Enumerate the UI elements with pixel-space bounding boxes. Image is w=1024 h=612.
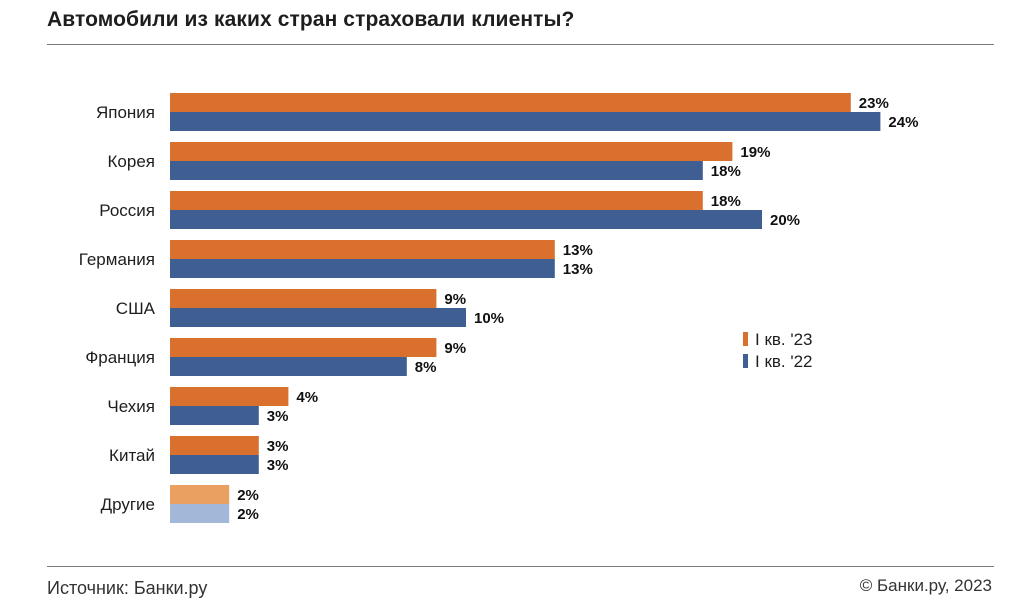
bar-2022 bbox=[170, 161, 703, 180]
value-label: 8% bbox=[415, 359, 437, 376]
legend-swatch bbox=[743, 332, 748, 346]
bottom-divider bbox=[47, 566, 994, 567]
value-label: 20% bbox=[770, 212, 800, 229]
bar-2022 bbox=[170, 308, 466, 327]
bar-2022 bbox=[170, 406, 259, 425]
bar-2022 bbox=[170, 504, 230, 523]
legend-label: I кв. '22 bbox=[755, 352, 813, 371]
category-label: США bbox=[116, 299, 156, 318]
bar-2023 bbox=[170, 387, 289, 406]
category-label: Чехия bbox=[107, 397, 155, 416]
category-label: Россия bbox=[99, 201, 155, 220]
value-label: 13% bbox=[563, 242, 593, 259]
bar-2023 bbox=[170, 93, 851, 112]
bar-2022 bbox=[170, 259, 555, 278]
value-label: 2% bbox=[237, 487, 259, 504]
value-label: 19% bbox=[740, 144, 770, 161]
value-label: 9% bbox=[444, 340, 466, 357]
chart-title: Автомобили из каких стран страховали кли… bbox=[47, 8, 575, 31]
bar-2022 bbox=[170, 210, 762, 229]
bar-2022 bbox=[170, 455, 259, 474]
copyright-note: © Банки.ру, 2023 bbox=[859, 576, 992, 595]
bar-2023 bbox=[170, 436, 259, 455]
value-label: 18% bbox=[711, 193, 741, 210]
category-label: Корея bbox=[108, 152, 155, 171]
bar-2023 bbox=[170, 142, 733, 161]
value-label: 10% bbox=[474, 310, 504, 327]
value-label: 4% bbox=[296, 389, 318, 406]
value-label: 18% bbox=[711, 163, 741, 180]
bar-2023 bbox=[170, 240, 555, 259]
top-divider bbox=[47, 44, 994, 45]
legend-swatch bbox=[743, 354, 748, 368]
category-label: Германия bbox=[79, 250, 155, 269]
value-label: 13% bbox=[563, 261, 593, 278]
category-label: Япония bbox=[96, 103, 155, 122]
value-label: 24% bbox=[888, 114, 918, 131]
value-label: 3% bbox=[267, 408, 289, 425]
value-label: 9% bbox=[444, 291, 466, 308]
value-label: 23% bbox=[859, 95, 889, 112]
source-note: Источник: Банки.ру bbox=[47, 578, 208, 598]
bar-2023 bbox=[170, 191, 703, 210]
bar-2023 bbox=[170, 289, 437, 308]
bar-2022 bbox=[170, 357, 407, 376]
category-label: Франция bbox=[85, 348, 155, 367]
category-label: Другие bbox=[101, 495, 155, 514]
value-label: 3% bbox=[267, 457, 289, 474]
category-label: Китай bbox=[109, 446, 155, 465]
bar-2023 bbox=[170, 338, 437, 357]
legend-label: I кв. '23 bbox=[755, 330, 813, 349]
value-label: 3% bbox=[267, 438, 289, 455]
value-label: 2% bbox=[237, 506, 259, 523]
bar-chart: Япония 23% 24% Корея 19% 18% Россия 18% 20% Герма… bbox=[79, 93, 918, 523]
bar-2022 bbox=[170, 112, 881, 131]
bar-2023 bbox=[170, 485, 230, 504]
